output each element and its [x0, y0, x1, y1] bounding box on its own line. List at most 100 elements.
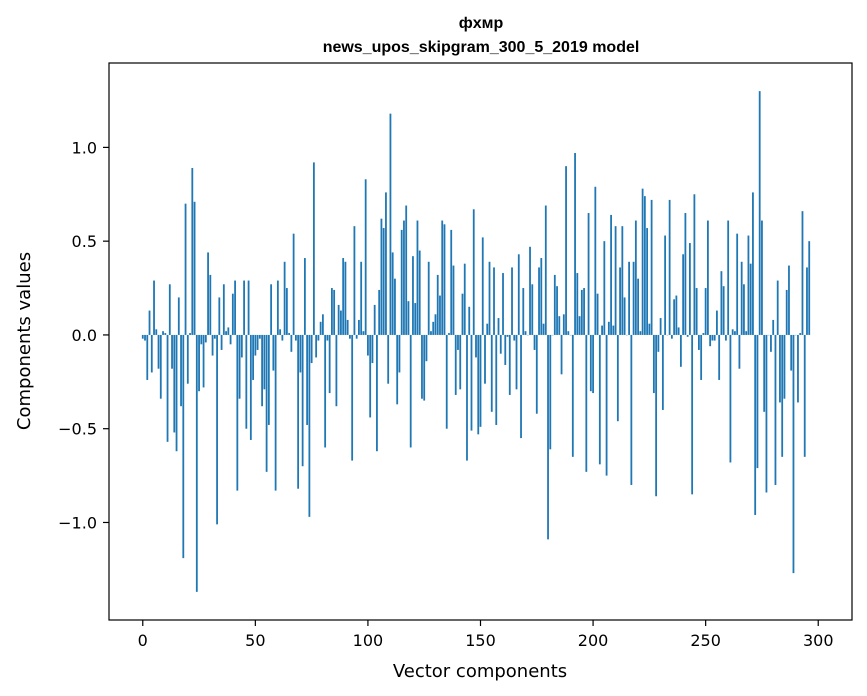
bar-282	[776, 280, 779, 335]
bar-132	[439, 295, 441, 335]
bar-221	[639, 331, 642, 335]
bar-216	[628, 261, 630, 335]
bar-77	[315, 334, 318, 358]
bar-86	[335, 334, 338, 407]
bar-240	[682, 254, 685, 335]
bar-204	[601, 325, 603, 335]
bar-32	[213, 334, 216, 339]
bar-50	[254, 334, 257, 356]
bar-127	[427, 261, 430, 335]
bar-33	[216, 334, 218, 525]
bar-253	[711, 334, 714, 341]
bar-26	[200, 334, 203, 345]
bar-267	[743, 284, 745, 335]
bar-292	[799, 333, 802, 335]
bar-16	[177, 297, 180, 335]
y-tick-label: −1.0	[58, 513, 97, 532]
bar-42	[236, 334, 239, 491]
bar-277	[765, 334, 768, 493]
bar-247	[698, 334, 700, 350]
bar-31	[211, 334, 214, 356]
bar-295	[806, 267, 808, 335]
bar-191	[571, 334, 574, 457]
bar-276	[763, 334, 766, 412]
bar-157	[495, 334, 498, 425]
bar-160	[502, 273, 504, 335]
bar-202	[596, 293, 599, 335]
bar-271	[752, 192, 754, 335]
bar-135	[445, 334, 448, 429]
bar-218	[632, 261, 635, 335]
bar-53	[261, 334, 263, 407]
bar-40	[231, 293, 234, 335]
bar-98	[362, 331, 365, 335]
bar-187	[562, 314, 565, 335]
bar-255	[716, 310, 718, 335]
bar-130	[434, 314, 437, 335]
bar-252	[709, 334, 712, 347]
bar-209	[612, 325, 615, 335]
bar-22	[191, 168, 194, 335]
bar-258	[722, 286, 725, 335]
bar-35	[220, 334, 223, 350]
bar-48	[249, 334, 252, 440]
bar-184	[556, 286, 558, 335]
bar-9	[162, 331, 164, 335]
bar-188	[565, 166, 567, 335]
bar-10	[164, 333, 167, 335]
x-tick-label: 250	[690, 631, 721, 650]
bar-179	[544, 205, 547, 335]
bar-119	[409, 334, 412, 448]
bar-11	[166, 334, 169, 442]
bar-296	[808, 241, 811, 335]
bar-12	[168, 284, 171, 335]
bar-285	[783, 334, 786, 399]
bar-54	[263, 334, 266, 390]
bar-176	[538, 267, 540, 335]
chart-title: фхмр	[459, 15, 504, 32]
bar-125	[423, 334, 426, 401]
bar-96	[358, 319, 360, 335]
bar-159	[499, 334, 502, 354]
bar-58	[272, 334, 275, 371]
bar-36	[222, 284, 225, 335]
bar-198	[587, 213, 590, 335]
bar-244	[691, 334, 694, 495]
bar-225	[648, 323, 651, 335]
bar-51	[256, 334, 259, 350]
bar-238	[677, 327, 680, 335]
bar-265	[738, 334, 741, 369]
bar-175	[535, 334, 538, 414]
x-tick-label: 100	[353, 631, 384, 650]
bar-111	[391, 252, 394, 335]
bar-44	[240, 334, 243, 358]
bar-94	[353, 226, 356, 335]
bar-245	[693, 194, 696, 335]
bar-251	[707, 220, 709, 335]
bar-85	[333, 289, 336, 335]
bar-149	[477, 334, 480, 435]
bar-37	[225, 331, 227, 335]
bar-234	[668, 199, 671, 335]
bar-92	[349, 334, 351, 339]
bar-93	[351, 334, 354, 461]
bar-214	[623, 297, 626, 335]
bar-280	[772, 319, 775, 335]
bar-286	[785, 289, 788, 335]
bar-118	[407, 301, 410, 335]
y-tick-label: −0.5	[58, 420, 97, 439]
bar-164	[511, 267, 513, 335]
bar-272	[754, 334, 757, 515]
bar-178	[542, 323, 545, 335]
bar-227	[652, 334, 655, 394]
bar-166	[515, 334, 518, 390]
bar-169	[522, 288, 525, 335]
bar-14	[173, 334, 176, 433]
bar-231	[661, 334, 664, 410]
bar-275	[761, 220, 763, 335]
bar-30	[209, 274, 212, 335]
x-axis-ticks: 0 50 100 150 200 250 300	[138, 620, 834, 650]
bar-82	[326, 334, 329, 341]
bar-49	[252, 334, 254, 380]
